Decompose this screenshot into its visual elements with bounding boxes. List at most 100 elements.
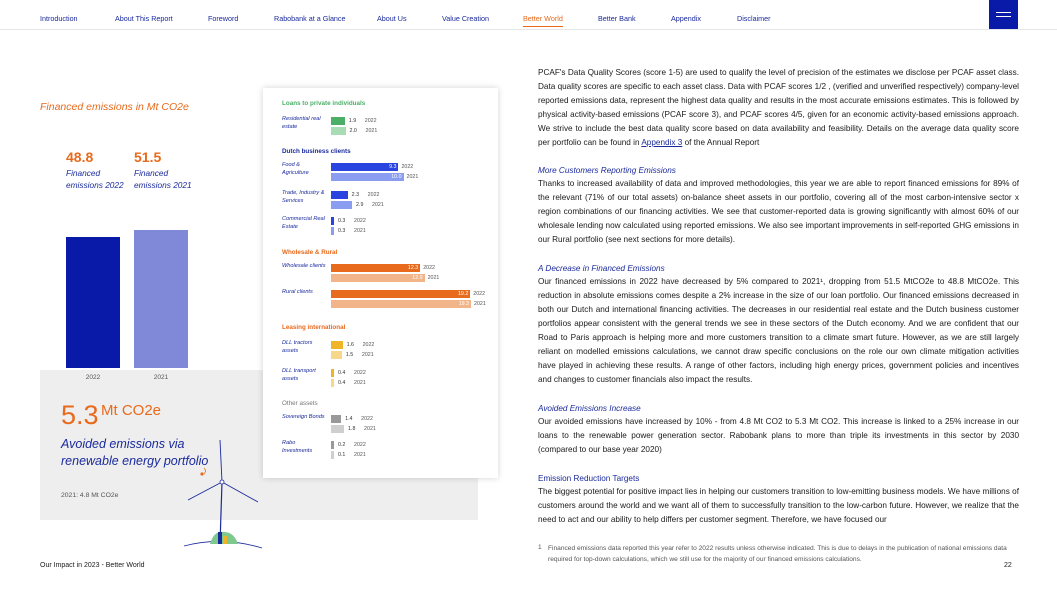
heading-decrease: A Decrease in Financed Emissions [538, 264, 665, 273]
bar-value: 10.0 [391, 174, 402, 180]
financed-emissions-bar-2021 [134, 230, 188, 368]
year-label-2022: 2022 [85, 374, 101, 381]
bar-year: 2022 [423, 265, 436, 271]
bar-year: 2022 [362, 342, 375, 348]
hamburger-icon [996, 12, 1011, 14]
bar-v2022 [331, 217, 334, 225]
nav-about-this-report[interactable]: About This Report [115, 14, 173, 23]
bar-value: 0.3 [338, 218, 346, 224]
bar-year: 2021 [354, 452, 366, 458]
avoided-emissions-value: 5.3 [61, 400, 99, 430]
bar-year: 2022 [401, 164, 414, 170]
bar-v2021 [331, 274, 425, 282]
row-label: DLL tractors assets [282, 340, 313, 354]
bar-value: 1.5 [345, 352, 354, 358]
bar-v2021 [331, 425, 345, 433]
nav-introduction[interactable]: Introduction [40, 14, 78, 23]
bar-v2022 [331, 117, 345, 125]
bar-year: 2021 [354, 228, 366, 234]
heading-reduction-targets: Emission Reduction Targets [538, 474, 640, 483]
menu-button[interactable] [989, 0, 1018, 29]
row-label: DLL transport assets [282, 368, 316, 382]
bar-value: 2.9 [356, 202, 364, 208]
bar-v2021 [331, 300, 471, 308]
row-label: Trade, Industry & Services [282, 190, 325, 204]
bar-v2021 [331, 201, 353, 209]
bar-year: 2022 [361, 416, 373, 422]
row-label: Residential real estate [282, 116, 321, 130]
financed-emissions-breakdown-card: Loans to private individuals Residential … [263, 88, 498, 478]
appendix-3-link[interactable]: Appendix 3 [641, 138, 683, 147]
bar-year: 2021 [361, 352, 374, 358]
row-label: Food & Agriculture [282, 162, 309, 176]
bar-v2021 [331, 227, 334, 235]
paragraph-data-quality: PCAF's Data Quality Scores (score 1-5) a… [538, 68, 1019, 147]
bar-year: 2022 [473, 291, 486, 297]
bar-value: 12.9 [412, 275, 423, 281]
bar-year: 2022 [367, 192, 380, 198]
bar-value: 0.2 [338, 442, 346, 448]
bar-v2022 [331, 441, 334, 449]
row-label: Rabo Investments [282, 440, 313, 454]
footnote-number: 1 [538, 544, 542, 551]
nav-better-bank[interactable]: Better Bank [598, 14, 636, 23]
section-heading: Loans to private individuals [282, 100, 366, 107]
bar-value: 1.6 [346, 342, 354, 348]
row-label: Wholesale clients [282, 263, 326, 269]
section-heading: Dutch business clients [282, 148, 351, 155]
bar-value: 1.4 [345, 416, 353, 422]
avoided-emissions-text: Avoided emissions via renewable energy p… [61, 437, 209, 468]
bar-v2022 [331, 369, 334, 377]
row-label: Commercial Real Estate [282, 216, 325, 230]
nav-about-us[interactable]: About Us [377, 14, 407, 23]
financed-emissions-bar-2022 [66, 237, 120, 368]
bar-v2021 [331, 127, 346, 135]
bar-v2022 [331, 163, 399, 171]
nav-value-creation[interactable]: Value Creation [442, 14, 490, 23]
bar-v2021 [331, 379, 334, 387]
bar-year: 2021 [372, 202, 384, 208]
bar-v2022 [331, 290, 471, 298]
label-2021: Financed emissions 2021 [134, 168, 192, 190]
bar-v2022 [331, 341, 343, 349]
wind-turbine-icon [183, 440, 263, 549]
section-heading: Other assets [282, 400, 318, 407]
bar-year: 2022 [364, 118, 377, 124]
bar-year: 2021 [364, 426, 376, 432]
bar-v2022 [331, 415, 342, 423]
bar-value: 1.9 [348, 118, 357, 124]
page-number: 22 [1004, 562, 1012, 569]
bar-value: 19.2 [457, 291, 469, 297]
bar-year: 2021 [427, 275, 440, 281]
nav-rabobank-at-a-glance[interactable]: Rabobank at a Glance [274, 14, 346, 23]
bar-value: 0.4 [338, 380, 346, 386]
bar-value: 0.1 [338, 452, 346, 458]
bar-year: 2021 [354, 380, 366, 386]
label-2022: Financed emissions 2022 [66, 168, 124, 190]
bar-year: 2021 [406, 174, 419, 180]
value-2022: 48.8 [66, 149, 94, 165]
paragraph-avoided-increase: Our avoided emissions have increased by … [538, 417, 1019, 454]
nav-appendix[interactable]: Appendix [671, 14, 701, 23]
bar-v2021 [331, 173, 404, 181]
paragraph-reduction-targets: The biggest potential for positive impac… [538, 487, 1019, 524]
avoided-emissions-prior: 2021: 4.8 Mt CO2e [61, 492, 119, 499]
value-2021: 51.5 [134, 149, 162, 165]
bar-v2022 [331, 264, 421, 272]
heading-avoided-increase: Avoided Emissions Increase [538, 404, 641, 413]
bar-value: 0.3 [338, 228, 346, 234]
bar-year: 2021 [365, 128, 378, 134]
nav-better-world[interactable]: Better World [523, 14, 563, 27]
top-navigation: Introduction About This Report Foreword Rab… [0, 0, 1057, 30]
footer-title: Our Impact in 2023 - Better World [40, 562, 145, 569]
section-heading: Leasing international [282, 324, 346, 331]
section-heading: Wholesale & Rural [282, 249, 338, 256]
bar-value: 12.3 [407, 265, 419, 271]
hamburger-icon [996, 16, 1011, 18]
bar-v2021 [331, 451, 334, 459]
bar-value: 19.3 [458, 301, 469, 307]
nav-disclaimer[interactable]: Disclaimer [737, 14, 771, 23]
bar-year: 2021 [474, 301, 486, 307]
bar-year: 2022 [354, 370, 366, 376]
nav-foreword[interactable]: Foreword [208, 14, 239, 23]
